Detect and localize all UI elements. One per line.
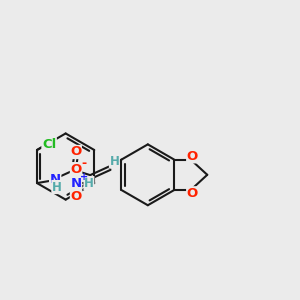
Text: O: O (187, 187, 198, 200)
Text: -: - (81, 157, 86, 169)
Text: H: H (52, 181, 62, 194)
Text: Cl: Cl (42, 138, 56, 151)
Text: H: H (110, 155, 119, 168)
Text: H: H (84, 177, 94, 190)
Text: O: O (70, 163, 82, 176)
Text: +: + (80, 172, 88, 182)
Text: N: N (70, 177, 82, 190)
Text: N: N (50, 173, 61, 186)
Text: O: O (70, 146, 81, 158)
Text: O: O (187, 150, 198, 163)
Text: O: O (70, 190, 82, 203)
